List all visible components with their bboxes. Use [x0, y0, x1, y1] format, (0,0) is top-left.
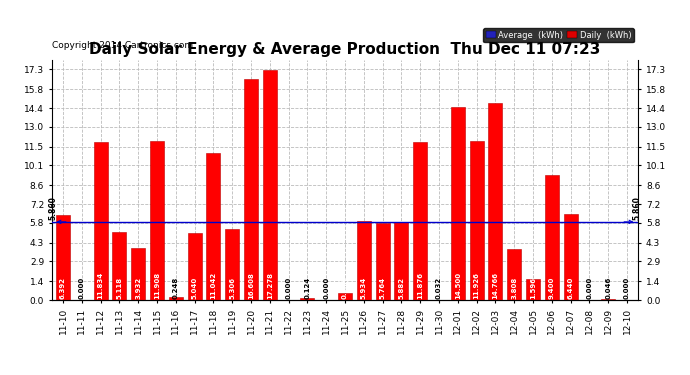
- Text: 0.000: 0.000: [286, 277, 292, 299]
- Bar: [564, 214, 578, 300]
- Text: 5.934: 5.934: [361, 277, 367, 299]
- Bar: [131, 248, 146, 300]
- Bar: [395, 222, 408, 300]
- Text: 0.000: 0.000: [323, 277, 329, 299]
- Text: 16.608: 16.608: [248, 272, 254, 299]
- Bar: [300, 298, 315, 300]
- Bar: [56, 215, 70, 300]
- Bar: [357, 221, 371, 300]
- Text: 11.908: 11.908: [154, 272, 160, 299]
- Bar: [544, 175, 559, 300]
- Bar: [413, 142, 427, 300]
- Bar: [94, 142, 108, 300]
- Bar: [206, 153, 221, 300]
- Bar: [451, 106, 465, 300]
- Text: 14.500: 14.500: [455, 272, 461, 299]
- Text: 5.764: 5.764: [380, 277, 386, 299]
- Bar: [507, 249, 521, 300]
- Bar: [244, 78, 258, 300]
- Text: 0.000: 0.000: [79, 277, 85, 299]
- Text: 11.042: 11.042: [210, 272, 217, 299]
- Text: 17.278: 17.278: [267, 272, 273, 299]
- Text: 1.596: 1.596: [530, 277, 536, 299]
- Legend: Average  (kWh), Daily  (kWh): Average (kWh), Daily (kWh): [483, 28, 634, 42]
- Text: 9.400: 9.400: [549, 276, 555, 299]
- Text: 14.766: 14.766: [493, 272, 498, 299]
- Bar: [469, 141, 484, 300]
- Text: 0.544: 0.544: [342, 276, 348, 299]
- Text: 5.882: 5.882: [398, 277, 404, 299]
- Text: 0.248: 0.248: [172, 277, 179, 299]
- Text: 5.860: 5.860: [633, 196, 642, 220]
- Text: 5.118: 5.118: [117, 277, 122, 299]
- Title: Daily Solar Energy & Average Production  Thu Dec 11 07:23: Daily Solar Energy & Average Production …: [89, 42, 601, 57]
- Bar: [601, 299, 615, 300]
- Text: 11.876: 11.876: [417, 272, 423, 299]
- Text: 6.440: 6.440: [568, 276, 573, 299]
- Text: 3.932: 3.932: [135, 277, 141, 299]
- Text: 11.926: 11.926: [473, 272, 480, 299]
- Text: 11.834: 11.834: [97, 272, 104, 299]
- Text: 0.046: 0.046: [605, 277, 611, 299]
- Text: 0.000: 0.000: [624, 277, 630, 299]
- Bar: [338, 293, 352, 300]
- Bar: [169, 297, 183, 300]
- Bar: [263, 70, 277, 300]
- Text: Copyright 2014 Cartronics.com: Copyright 2014 Cartronics.com: [52, 41, 193, 50]
- Text: 5.306: 5.306: [229, 277, 235, 299]
- Bar: [375, 223, 390, 300]
- Bar: [150, 141, 164, 300]
- Bar: [188, 233, 201, 300]
- Bar: [112, 232, 126, 300]
- Bar: [489, 103, 502, 300]
- Text: 0.032: 0.032: [436, 277, 442, 299]
- Text: 3.808: 3.808: [511, 277, 518, 299]
- Bar: [526, 279, 540, 300]
- Text: 0.000: 0.000: [586, 277, 593, 299]
- Text: 5.860: 5.860: [49, 196, 58, 220]
- Text: 5.040: 5.040: [192, 277, 197, 299]
- Text: 6.392: 6.392: [60, 277, 66, 299]
- Bar: [225, 229, 239, 300]
- Text: 0.124: 0.124: [304, 277, 310, 299]
